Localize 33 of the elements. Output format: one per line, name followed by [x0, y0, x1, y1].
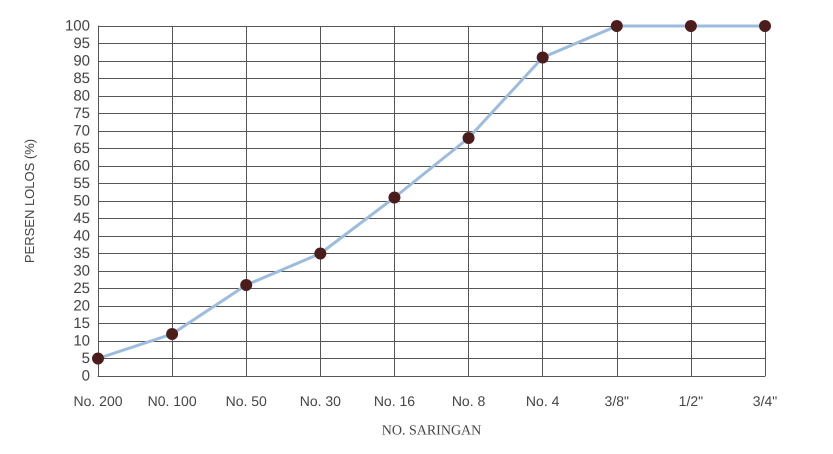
y-tick-label: 60 [73, 158, 90, 174]
x-tick-label: No. 4 [526, 393, 560, 409]
x-tick-label: 3/8" [604, 393, 630, 409]
y-tick-label: 70 [73, 122, 90, 140]
y-tick-label: 45 [73, 210, 90, 227]
y-tick-label: 20 [73, 298, 90, 314]
y-tick-label: 30 [73, 262, 90, 280]
x-tick-label: N0. 100 [148, 393, 197, 409]
x-tick-label: 1/2" [678, 393, 704, 409]
y-tick-label: 75 [73, 105, 90, 122]
y-tick-label: 100 [64, 18, 90, 34]
y-tick-label: 65 [73, 140, 90, 157]
x-tick-label: 3/4" [752, 393, 778, 409]
y-tick-label: 85 [73, 70, 90, 87]
y-tick-label: 90 [73, 52, 90, 70]
x-tick-label: No. 16 [374, 393, 416, 409]
y-tick-label: 10 [73, 332, 90, 350]
x-tick-label: No. 8 [452, 393, 486, 409]
x-tick-label: No. 30 [300, 393, 342, 409]
y-tick-label: 35 [73, 245, 90, 262]
y-tick-label: 50 [73, 192, 90, 210]
y-tick-label: 55 [73, 175, 90, 192]
y-tick-label: 95 [73, 35, 90, 52]
y-tick-label: 0 [82, 368, 90, 384]
x-axis-title: NO. SARINGAN [382, 424, 482, 438]
x-tick-label: No. 200 [73, 393, 123, 409]
y-tick-label: 40 [73, 228, 90, 244]
x-tick-label: No. 50 [226, 393, 268, 409]
y-tick-label: 80 [73, 88, 90, 104]
y-tick-label: 15 [73, 315, 90, 332]
y-tick-label: 25 [73, 280, 90, 297]
y-axis-title: PERSEN LOLOS (%) [22, 138, 37, 264]
y-tick-label: 5 [82, 350, 90, 367]
